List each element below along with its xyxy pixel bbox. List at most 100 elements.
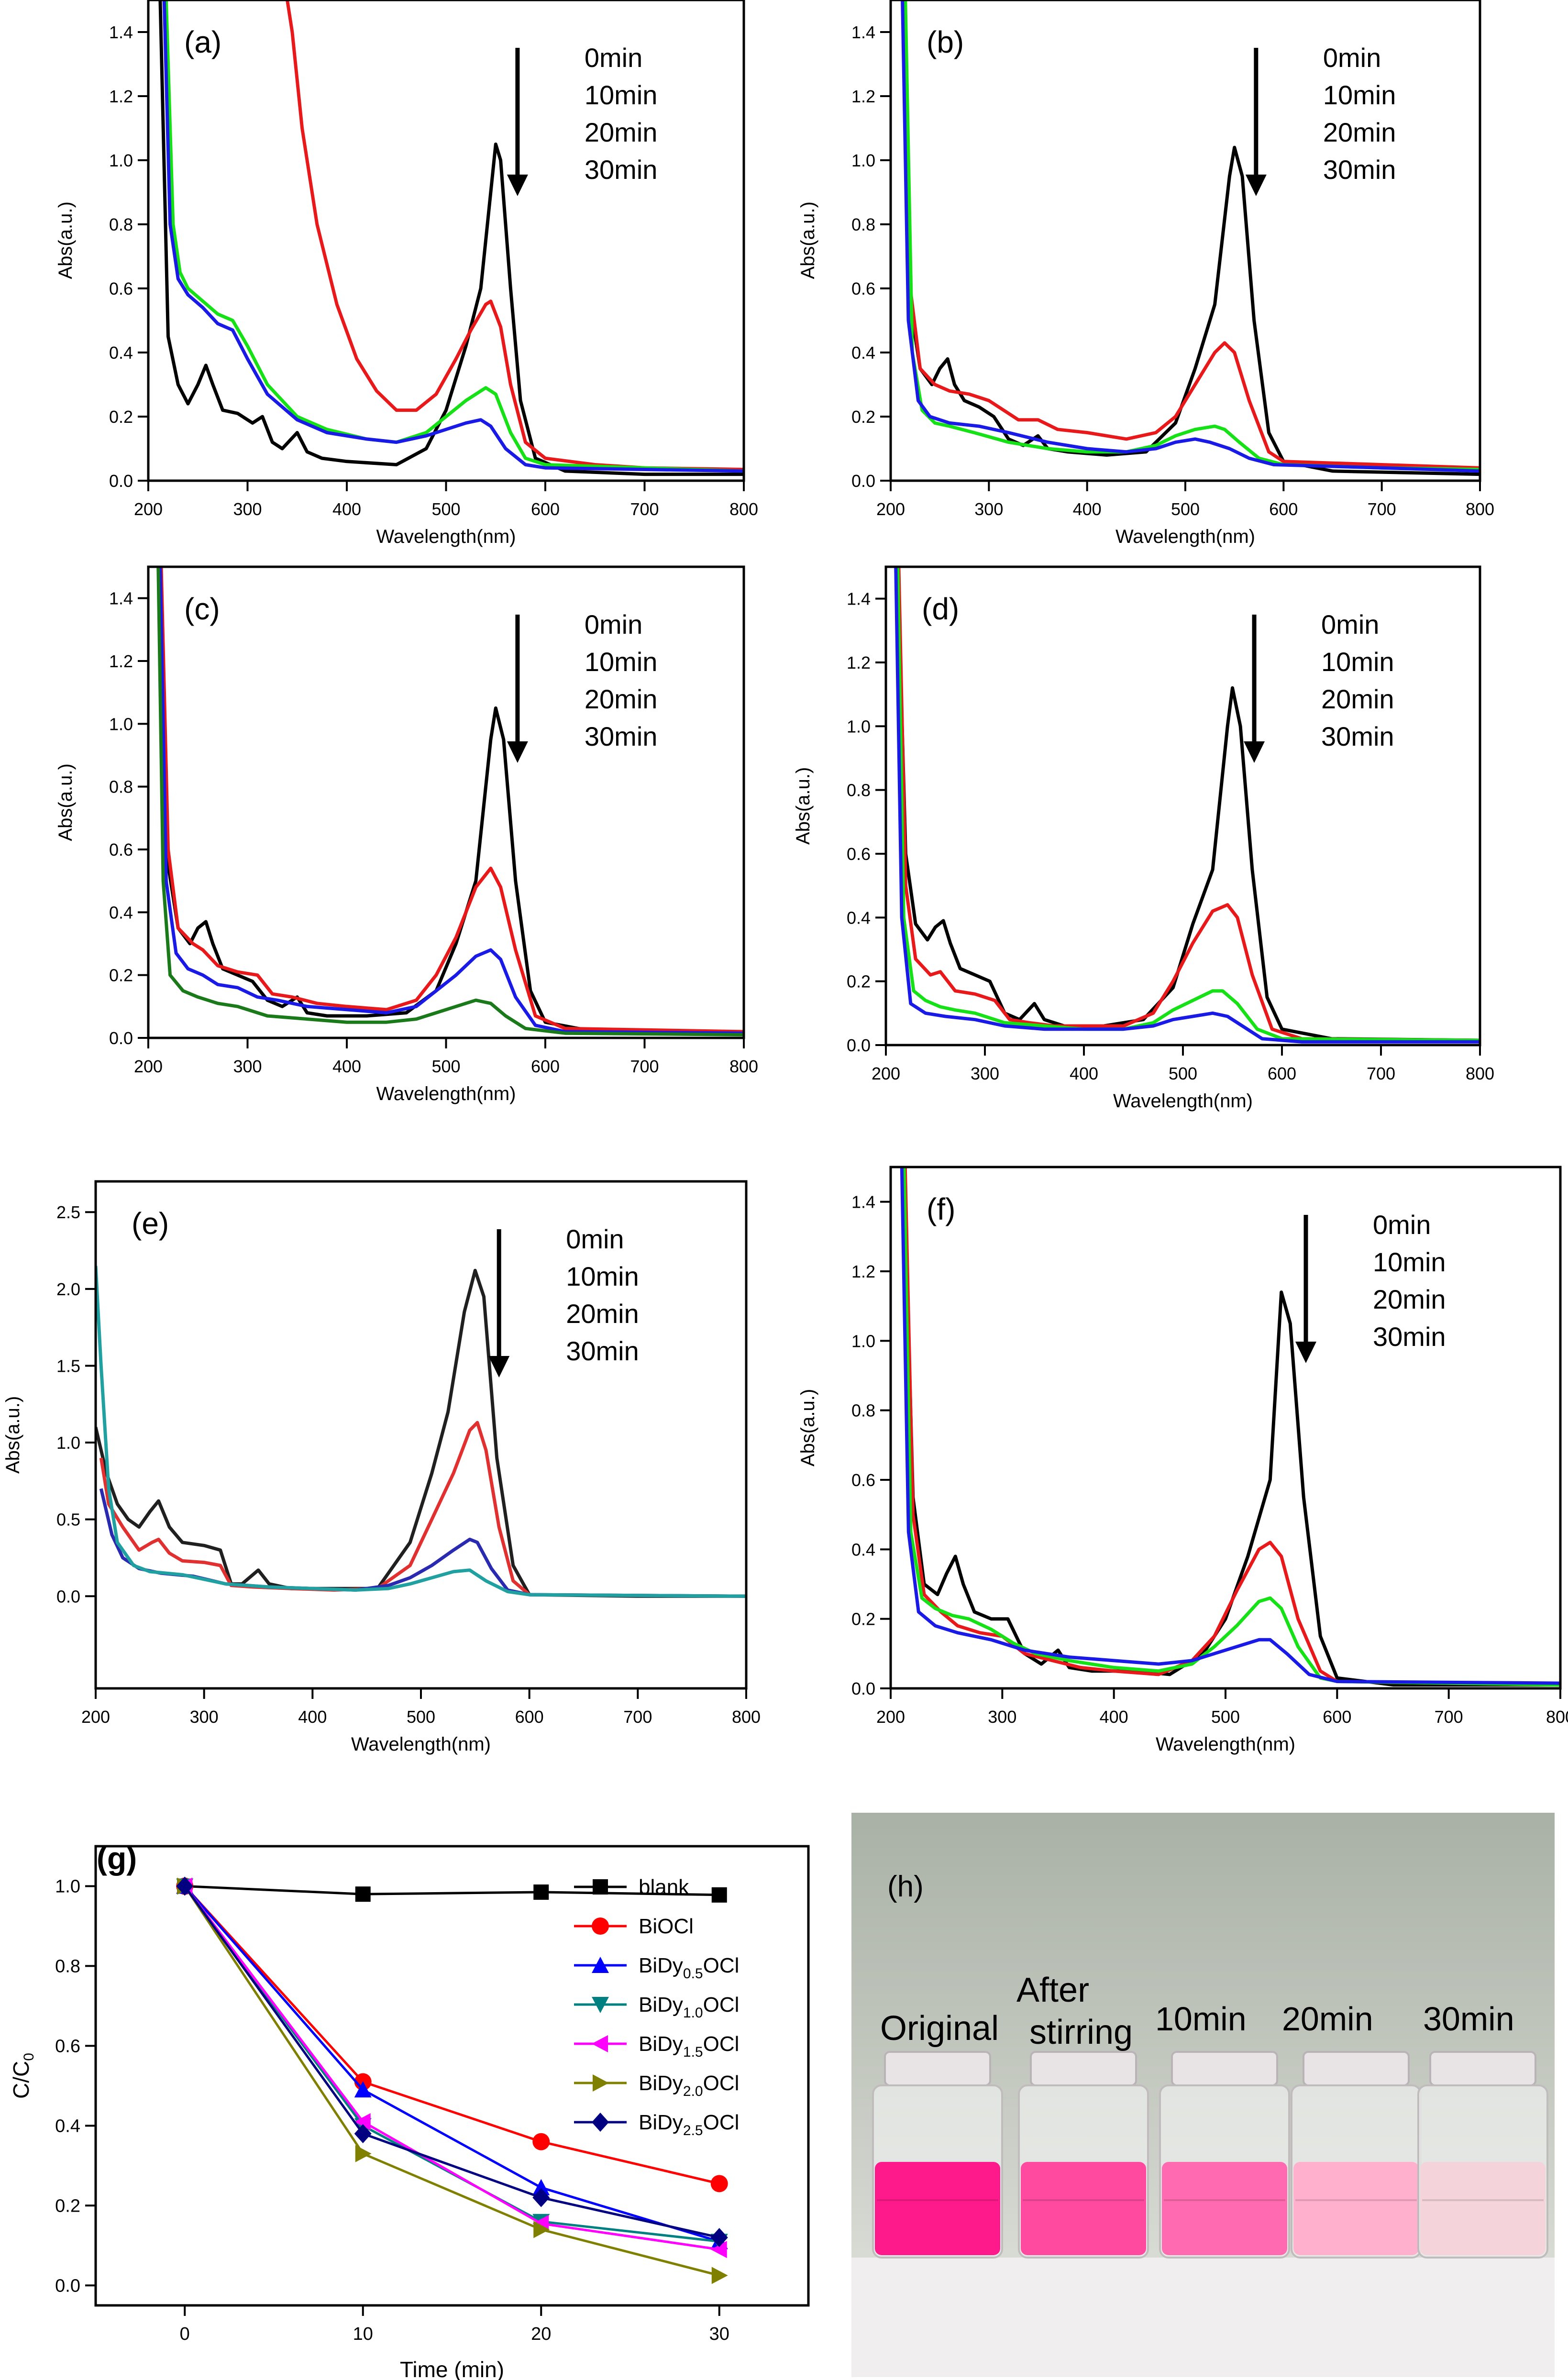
time-label: 30min	[1323, 154, 1396, 185]
y-tick-label: 1.4	[847, 589, 871, 609]
y-axis-label: Abs(a.u.)	[55, 201, 76, 279]
series-line-30min	[156, 567, 744, 1036]
time-label: 20min	[585, 117, 658, 147]
y-tick-label: 1.0	[847, 716, 871, 736]
caption-after-stirring: After stirring	[1016, 1971, 1133, 2051]
y-tick-label: 1.2	[847, 653, 871, 672]
x-tick-label: 600	[531, 499, 560, 519]
series-group	[894, 567, 1480, 1044]
y-tick-label: 1.0	[56, 1433, 80, 1453]
panel-f: 200 300 400 500 600 700 800 0.0 0.2 0.4 0.6 0.8 1.0 1…	[797, 1166, 1568, 1755]
vial-neck	[884, 2051, 991, 2086]
x-tick-label: 400	[298, 1707, 327, 1727]
time-label: 20min	[1373, 1284, 1446, 1314]
y-tick-label: 0.4	[109, 903, 133, 922]
legend-label: BiDy0.5OCl	[639, 1954, 739, 1982]
series-line-0min	[96, 1268, 746, 1598]
arrow-head-icon	[1295, 1342, 1316, 1363]
panel-b: 200 300 400 500 600 700 800 0.0 0.2 0.4 0.6 0.8 1.0 1…	[797, 0, 1494, 547]
vial-neck	[1303, 2051, 1410, 2086]
panel-h-photo: (h) Original After stirring 10min 20min 30min	[851, 1813, 1555, 2377]
x-tick-label: 800	[732, 1707, 761, 1727]
vial-liquid	[1021, 2162, 1146, 2255]
marker-triangle-up	[592, 1957, 609, 1973]
y-tick-label: 2.5	[56, 1202, 80, 1222]
vial-neck	[1429, 2051, 1536, 2086]
legend-label: BiDy1.5OCl	[639, 2032, 739, 2060]
series-line	[184, 1885, 720, 2239]
panel-label: (g)	[97, 1840, 137, 1876]
panel-d: 200 300 400 500 600 700 800 0.0 0.2 0.4 0.6 0.8 1.0 1…	[793, 565, 1494, 1112]
time-label: 0min	[566, 1224, 624, 1254]
series-line-30min	[162, 0, 744, 473]
y-tick-label: 0.0	[851, 1679, 875, 1698]
caption-20min: 20min	[1282, 2000, 1373, 2038]
x-tick-label: 500	[1171, 499, 1200, 519]
series-line	[184, 1885, 720, 2251]
series-group	[900, 1167, 1560, 1687]
x-tick-label: 300	[971, 1064, 999, 1083]
x-tick-label: 300	[988, 1707, 1016, 1727]
panel-label: (b)	[927, 25, 964, 59]
legend-label: BiDy2.0OCl	[639, 2071, 739, 2099]
y-tick-label: 1.2	[851, 1262, 875, 1281]
y-tick-label: 1.4	[109, 589, 133, 608]
x-axis-label: Wavelength(nm)	[376, 526, 516, 547]
y-tick-label: 1.0	[851, 1331, 875, 1351]
vial	[1159, 2051, 1290, 2259]
time-label: 30min	[566, 1336, 639, 1366]
marker-triangle-right	[355, 2145, 372, 2162]
panel-e: 200 300 400 500 600 700 800 0.0 0.5 1.0 1.5 2.0 2.5 W…	[2, 1180, 761, 1755]
time-label: 0min	[585, 43, 642, 73]
series-line-30min	[901, 0, 1480, 473]
x-tick-label: 600	[1269, 499, 1298, 519]
marker-triangle-left	[354, 2113, 371, 2130]
y-tick-label: 1.0	[109, 714, 133, 734]
y-tick-label: 0.0	[847, 1036, 871, 1055]
series-line-10min	[286, 0, 744, 471]
time-label: 10min	[585, 647, 658, 677]
y-tick-label: 0.8	[55, 1956, 80, 1976]
time-label: 10min	[566, 1261, 639, 1291]
time-label: 0min	[1321, 609, 1379, 639]
time-label: 30min	[585, 721, 658, 751]
x-tick-label: 200	[81, 1707, 110, 1727]
x-tick-label: 500	[431, 499, 460, 519]
marker-diamond	[592, 2113, 609, 2132]
marker-triangle-down	[592, 1997, 609, 2013]
x-tick-label: 800	[1546, 1707, 1568, 1727]
arrow-head-icon	[1245, 175, 1267, 196]
time-label: 10min	[1323, 80, 1396, 110]
y-axis-label: Abs(a.u.)	[2, 1396, 23, 1474]
series-line-10min	[903, 1167, 1560, 1687]
y-tick-label: 1.0	[109, 151, 133, 170]
y-tick-label: 0.0	[851, 471, 875, 491]
y-tick-label: 0.0	[55, 2276, 80, 2296]
marker-triangle-left	[710, 2241, 727, 2259]
x-tick-label: 10	[353, 2324, 373, 2344]
y-tick-label: 0.8	[851, 1401, 875, 1421]
time-label: 20min	[585, 684, 658, 714]
y-tick-label: 0.4	[847, 908, 871, 927]
marker-triangle-right	[593, 2074, 609, 2092]
panel-label: (h)	[887, 1870, 924, 1903]
plot-frame	[94, 1845, 810, 2307]
x-tick-label: 200	[134, 1057, 163, 1076]
x-tick-label: 500	[407, 1707, 435, 1727]
legend-label: BiOCl	[639, 1915, 694, 1938]
x-tick-label: 800	[1466, 1064, 1494, 1083]
series-line-0min	[902, 1167, 1560, 1687]
marker-triangle-up	[354, 2081, 372, 2098]
y-tick-label: 1.2	[851, 87, 875, 106]
y-tick-label: 0.6	[847, 844, 871, 864]
x-tick-label: 600	[515, 1707, 544, 1727]
series-line	[184, 1885, 720, 2243]
y-tick-label: 0.0	[109, 1028, 133, 1048]
series-line-30min	[96, 1266, 746, 1598]
x-axis-label: Wavelength(nm)	[351, 1734, 491, 1755]
series-line-20min	[158, 567, 744, 1035]
series-line	[184, 1885, 720, 2243]
x-axis-label: Wavelength(nm)	[1113, 1091, 1253, 1112]
y-tick-label: 1.0	[55, 1876, 80, 1896]
x-tick-label: 500	[1211, 1707, 1240, 1727]
